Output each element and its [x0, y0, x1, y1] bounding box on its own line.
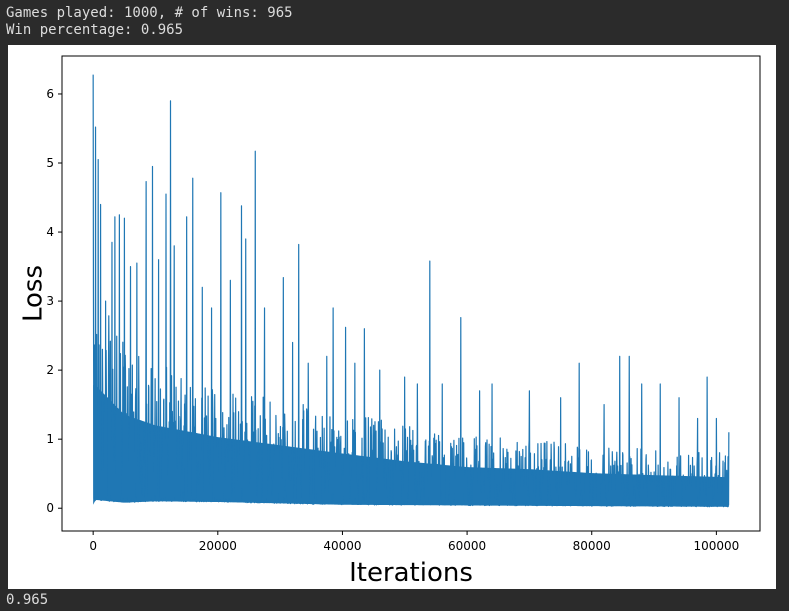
y-tick-label: 1: [46, 432, 54, 446]
x-tick-label: 40000: [323, 539, 361, 553]
loss-chart: 0 20000 40000 60000 80000 100000 0 1 2 3 4 5 6 Iter…: [19, 55, 761, 588]
y-tick-label: 3: [46, 294, 54, 308]
x-axis-label: Iterations: [349, 558, 473, 588]
y-tick-label: 6: [46, 87, 54, 101]
result-output-text: 0.965: [6, 592, 49, 608]
loss-series-line: [92, 74, 730, 508]
y-tick-label: 0: [46, 501, 54, 515]
x-tick-label: 80000: [573, 539, 611, 553]
games-played-text: Games played: 1000, # of wins: 965: [6, 5, 293, 21]
y-tick-label: 4: [46, 225, 54, 239]
loss-chart-figure: 0 20000 40000 60000 80000 100000 0 1 2 3 4 5 6 Iter…: [8, 45, 776, 589]
y-axis: 0 1 2 3 4 5 6: [46, 87, 62, 515]
y-axis-label: Loss: [19, 265, 49, 322]
plot-area: [92, 74, 730, 508]
x-tick-label: 100000: [693, 539, 739, 553]
y-tick-label: 2: [46, 363, 54, 377]
x-axis: 0 20000 40000 60000 80000 100000: [89, 531, 739, 553]
axes-frame: [61, 55, 761, 532]
win-percentage-text: Win percentage: 0.965: [6, 22, 184, 38]
y-tick-label: 5: [46, 156, 54, 170]
x-tick-label: 20000: [199, 539, 237, 553]
x-tick-label: 60000: [448, 539, 486, 553]
x-tick-label: 0: [89, 539, 97, 553]
